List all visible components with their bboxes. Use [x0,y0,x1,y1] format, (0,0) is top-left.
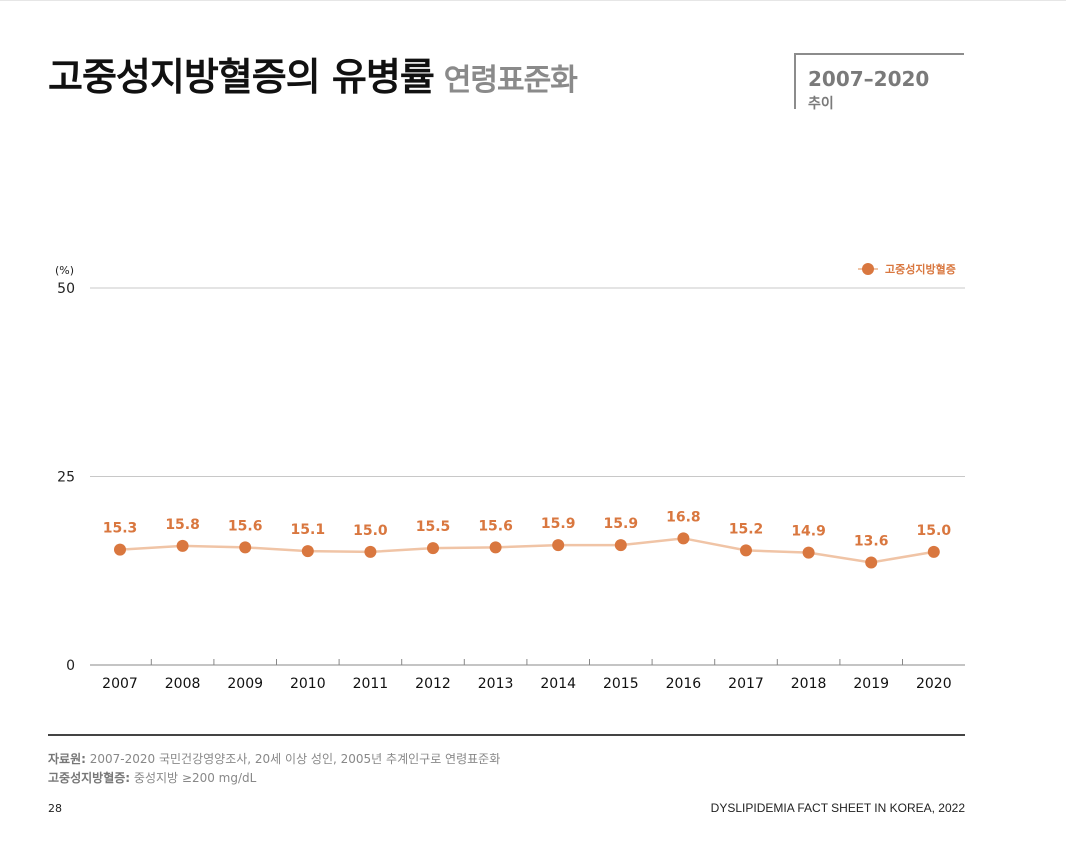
data-label: 15.5 [416,519,451,535]
x-tick-label: 2014 [540,676,576,692]
x-tick-label: 2007 [102,676,138,692]
x-tick-label: 2020 [916,676,952,692]
data-point [677,532,690,545]
x-tick-label: 2016 [666,676,702,692]
x-tick-label: 2019 [853,676,889,692]
data-label: 13.6 [854,533,889,549]
data-label: 14.9 [791,524,826,540]
data-label: 16.8 [666,509,701,525]
y-axis-unit-label: (%) [55,264,74,277]
period-range: 2007–2020 [808,67,930,91]
data-point [927,545,940,558]
data-label: 15.3 [103,521,138,537]
x-tick-label: 2017 [728,676,764,692]
period-box: 2007–2020 추이 [794,53,964,112]
data-label: 15.0 [353,523,388,539]
series-line [119,537,935,564]
definition-note-label: 고중성지방혈증: [48,771,131,785]
data-point [176,539,189,552]
data-label: 15.1 [291,522,326,538]
title-sub: 연령표준화 [443,63,578,98]
data-label: 15.6 [228,518,263,534]
data-point [614,539,627,552]
data-point [114,543,126,556]
title-main: 고중성지방혈증의 유병률 [48,55,435,99]
data-point [489,541,502,554]
y-tick-label: 0 [66,658,75,674]
page-title: 고중성지방혈증의 유병률 연령표준화 [48,46,578,101]
data-point [802,546,815,559]
x-tick-label: 2013 [478,676,514,692]
legend-marker [862,263,874,275]
data-point [740,544,752,557]
bottom-divider [48,734,965,736]
y-tick-label: 25 [57,470,75,486]
source-note-label: 자료원: [48,752,86,766]
source-note-text: 2007-2020 국민건강영양조사, 20세 이상 성인, 2005년 추계인… [85,752,501,766]
x-tick-label: 2008 [165,676,201,692]
legend-label: 고중성지방혈증 [885,262,956,276]
x-tick-label: 2018 [791,676,827,692]
data-label: 15.2 [729,521,764,537]
data-point [301,545,314,558]
page-number: 28 [48,802,62,815]
x-tick-label: 2009 [227,676,263,692]
source-note: 자료원: 2007-2020 국민건강영양조사, 20세 이상 성인, 2005… [48,750,500,767]
definition-note: 고중성지방혈증: 중성지방 ≥200 mg/dL [48,769,256,786]
data-point [552,539,565,552]
definition-note-text: 중성지방 ≥200 mg/dL [130,771,257,785]
data-label: 15.9 [541,516,576,532]
data-point [364,545,377,558]
x-tick-label: 2012 [415,676,451,692]
data-point [239,541,252,554]
x-tick-label: 2015 [603,676,639,692]
data-label: 15.0 [917,523,952,539]
top-border [0,0,1066,1]
publication-title: DYSLIPIDEMIA FACT SHEET IN KOREA, 2022 [710,801,965,815]
period-label: 추이 [808,96,834,112]
data-label: 15.9 [604,516,639,532]
y-tick-label: 50 [57,281,75,297]
data-label: 15.6 [478,518,513,534]
data-point [427,542,439,555]
data-point [865,556,878,569]
x-tick-label: 2010 [290,676,326,692]
x-tick-label: 2011 [353,676,389,692]
data-label: 15.8 [165,517,200,533]
